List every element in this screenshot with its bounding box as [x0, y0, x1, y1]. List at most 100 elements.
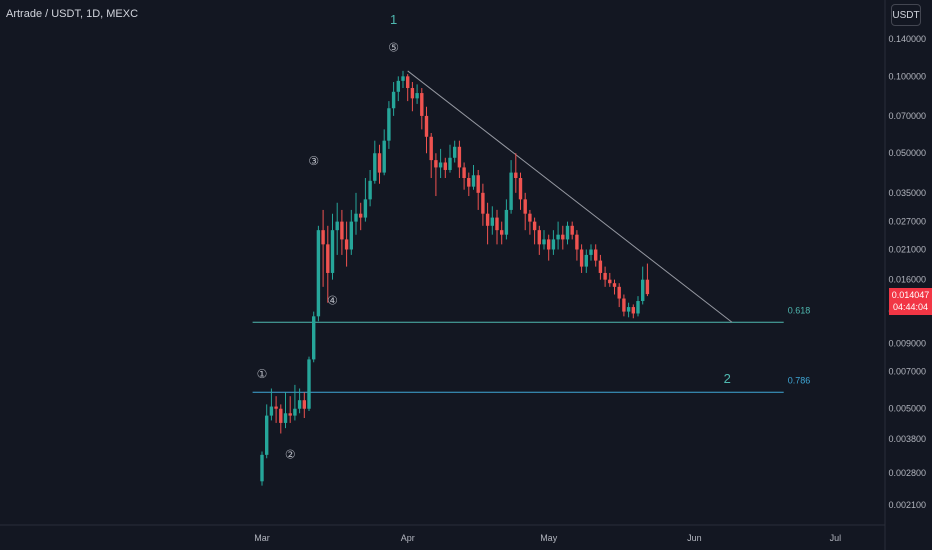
candle-body: [297, 400, 302, 409]
candle-body: [542, 239, 546, 245]
candle-body: [368, 180, 372, 200]
candle-body: [429, 136, 433, 161]
candle-body: [584, 254, 588, 267]
price-tick-label: 0.016000: [888, 275, 926, 285]
candle-body: [631, 307, 635, 314]
candle-body: [335, 221, 339, 231]
price-tick-label: 0.100000: [888, 71, 926, 81]
fib-levels: 0.618 0.786: [252, 70, 811, 393]
candle-body: [523, 199, 527, 214]
candles: [260, 70, 650, 486]
candle-body: [575, 234, 579, 250]
time-tick-label: Jul: [830, 533, 842, 543]
candle-body: [504, 209, 509, 235]
time-axis[interactable]: MarAprMayJunJulAugSep: [254, 533, 932, 543]
candle-body: [622, 298, 626, 312]
candle-body: [570, 225, 574, 235]
wave-label: ①: [257, 367, 268, 381]
trendline: [407, 70, 733, 323]
candle-body: [617, 286, 621, 299]
candle-body: [612, 283, 617, 287]
candle-body: [467, 178, 471, 187]
wave-label: ③: [308, 154, 319, 168]
candle-body: [547, 239, 551, 250]
candle-body: [462, 167, 466, 179]
currency-button[interactable]: USDT: [891, 4, 921, 26]
candle-body: [387, 108, 391, 141]
candle-body: [312, 316, 316, 360]
candle-body: [326, 244, 330, 273]
candle-body: [556, 234, 560, 240]
candle-body: [443, 162, 447, 170]
candle-body: [514, 172, 518, 179]
candle-body: [373, 153, 377, 181]
price-tick-label: 0.027000: [888, 217, 926, 227]
time-tick-label: Mar: [254, 533, 270, 543]
time-tick-label: Apr: [401, 533, 415, 543]
candle-body: [321, 230, 325, 245]
price-tick-label: 0.140000: [888, 34, 926, 44]
price-tick-label: 0.002800: [888, 468, 926, 478]
candle-body: [589, 249, 593, 255]
wave-label: 1: [390, 12, 397, 27]
price-tick-label: 0.070000: [888, 111, 926, 121]
time-tick-label: May: [540, 533, 558, 543]
price-tick-label: 0.005000: [888, 404, 926, 414]
candle-body: [265, 415, 269, 455]
candle-body: [354, 213, 358, 222]
candle-body: [434, 160, 438, 168]
candle-body: [471, 175, 476, 187]
candle-body: [579, 249, 584, 267]
wave-label: ④: [327, 293, 338, 307]
candle-body: [453, 146, 457, 158]
price-tick-label: 0.021000: [888, 245, 926, 255]
candle-body: [636, 301, 640, 314]
candle-body: [561, 234, 565, 240]
wave-label: ②: [285, 447, 296, 461]
wave-label: ⑤: [388, 41, 399, 55]
bar-countdown: 04:44:04: [892, 302, 929, 312]
candle-body: [481, 192, 485, 214]
candle-body: [382, 140, 386, 173]
candle-body: [415, 93, 419, 99]
candle-body: [500, 230, 504, 235]
candle-body: [269, 406, 274, 416]
current-price: 0.014047: [891, 290, 930, 300]
candle-body: [490, 217, 494, 226]
candle-body: [316, 230, 321, 317]
candle-body: [438, 162, 443, 168]
price-tick-label: 0.002100: [888, 500, 926, 510]
candle-body: [645, 279, 650, 295]
price-tick-label: 0.050000: [888, 148, 926, 158]
candle-body: [283, 413, 288, 423]
candle-body: [603, 272, 607, 280]
fib-level-label: 0.786: [788, 375, 811, 385]
candle-body: [598, 260, 603, 273]
candle-body: [551, 239, 556, 250]
candle-body: [528, 213, 532, 222]
price-tick-label: 0.035000: [888, 188, 926, 198]
candle-body: [288, 413, 292, 416]
price-tick-label: 0.007000: [888, 366, 926, 376]
candle-body: [424, 115, 429, 137]
candle-body: [410, 88, 415, 99]
price-tick-label: 0.003800: [888, 434, 926, 444]
candle-body: [391, 91, 396, 109]
candle-body: [307, 359, 311, 409]
candle-body: [495, 217, 499, 231]
candle-body: [359, 213, 363, 218]
candle-body: [641, 279, 645, 302]
candle-body: [518, 178, 523, 200]
candle-body: [448, 157, 452, 170]
candle-body: [485, 213, 490, 226]
candle-body: [260, 454, 264, 482]
price-axis[interactable]: 0.140000 0.100000 0.070000 0.050000 0.035000…: [888, 34, 926, 510]
candle-body: [349, 221, 353, 250]
fib-level-label: 0.618: [788, 305, 811, 315]
candle-body: [274, 406, 278, 409]
wave-label: 2: [724, 371, 731, 386]
candle-body: [340, 221, 344, 240]
candle-body: [293, 408, 297, 416]
candle-body: [344, 239, 349, 250]
